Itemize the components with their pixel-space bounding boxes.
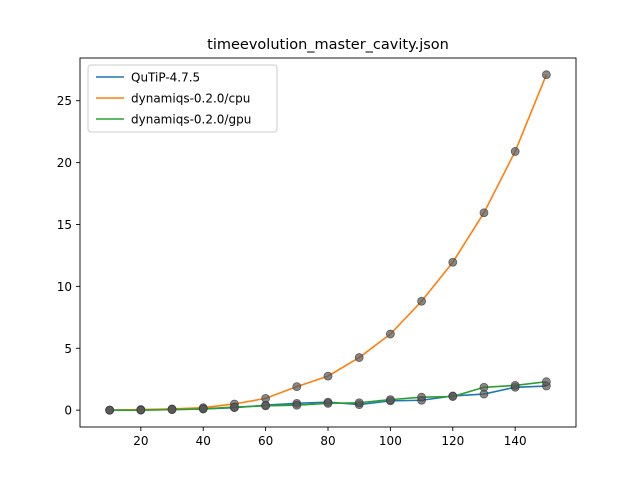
data-point-s3-6: [261, 401, 271, 411]
legend-label-1: QuTiP-4.7.5: [131, 71, 200, 85]
data-point-s3-11: [417, 392, 426, 402]
data-point-s2-7: [292, 382, 302, 392]
axes: 20 40 60 80 100 120 140 0 5 10 15 20 25: [57, 57, 577, 448]
y-tick-label-4: 15: [57, 218, 72, 232]
y-tick-label-2: 5: [64, 342, 72, 356]
data-point-s3-10: [385, 395, 395, 405]
x-tick-label-2: 40: [196, 434, 211, 448]
chart-title: timeevolution_master_cavity.json: [207, 37, 449, 53]
y-tick-label-5: 20: [57, 156, 72, 170]
data-point-s3-3: [167, 405, 177, 414]
data-point-s3-5: [230, 402, 239, 412]
legend-label-3: dynamiqs-0.2.0/gpu: [131, 113, 251, 127]
legend-label-2: dynamiqs-0.2.0/cpu: [131, 92, 250, 106]
x-tick-label-4: 80: [320, 434, 335, 448]
data-point-s3-9: [354, 398, 364, 408]
data-point-s2-15: [541, 70, 551, 80]
x-tick-label-5: 100: [379, 434, 402, 448]
x-tick-label-6: 120: [441, 434, 464, 448]
y-tick-label-1: 0: [64, 404, 72, 418]
data-point-s3-14: [510, 381, 520, 390]
data-point-s2-8: [323, 371, 333, 381]
data-point-s2-6: [261, 394, 271, 403]
legend-box: [87, 64, 278, 133]
x-tick-label-7: 140: [504, 434, 527, 448]
data-point-s3-8: [323, 398, 333, 408]
data-point-s3-4: [198, 404, 208, 414]
data-point-s2-12: [448, 257, 458, 267]
data-point-s3-13: [479, 382, 489, 392]
data-point-s3-7: [292, 400, 302, 410]
data-point-s2-13: [479, 208, 489, 218]
data-markers: [105, 70, 551, 415]
data-point-s3-2: [136, 405, 146, 415]
y-tick-label-3: 10: [57, 280, 72, 294]
data-point-s2-14: [510, 147, 520, 156]
data-point-s2-11: [417, 296, 426, 306]
legend: QuTiP-4.7.5 dynamiqs-0.2.0/cpu dynamiqs-0.…: [87, 64, 278, 133]
data-point-s3-1: [105, 405, 115, 415]
data-point-s2-10: [385, 329, 395, 339]
y-tick-label-6: 25: [57, 94, 72, 108]
data-point-s2-9: [354, 353, 364, 362]
x-tick-label-1: 20: [133, 434, 148, 448]
data-point-s3-15: [541, 377, 551, 387]
x-tick-label-3: 60: [258, 434, 273, 448]
data-point-s3-12: [448, 392, 458, 401]
